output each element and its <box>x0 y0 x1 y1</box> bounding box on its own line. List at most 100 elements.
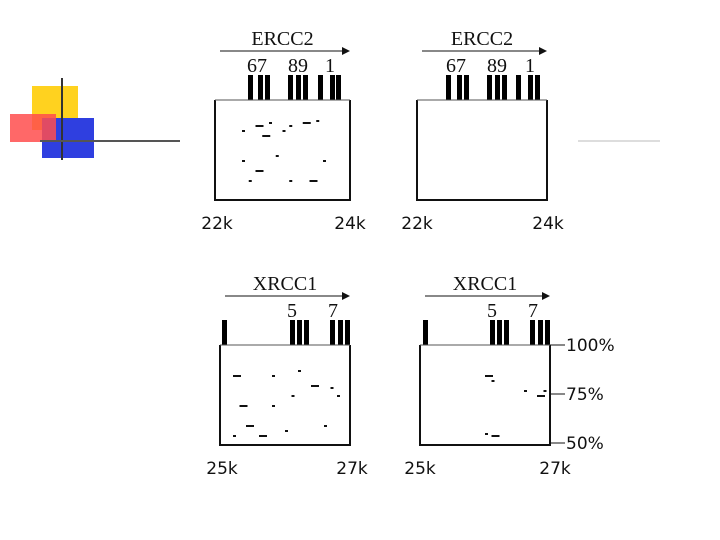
exon-label: 7 <box>528 300 538 322</box>
pip-dot <box>242 130 245 132</box>
exon-bar <box>338 320 343 345</box>
gene-label: ERCC2 <box>451 28 513 50</box>
pip-dot <box>337 395 340 397</box>
exon-bar <box>303 75 308 100</box>
pip-dot <box>248 180 252 182</box>
pip-dot <box>316 120 320 122</box>
pip-dot <box>262 135 271 137</box>
exon-bar <box>296 75 301 100</box>
exon-bar <box>345 320 350 345</box>
pip-dot <box>491 435 500 437</box>
pip-panel: ERCC2 67 89 1 22k 24k <box>201 28 366 234</box>
pip-dot <box>291 395 295 397</box>
exon-bar <box>528 75 533 100</box>
exon-bar <box>535 75 540 100</box>
panels: ERCC2 67 89 1 22k 24k ERCC2 67 89 1 22k 24k XRCC1 5 7 2… <box>201 28 614 479</box>
exon-bar <box>258 75 263 100</box>
exon-bar <box>222 320 227 345</box>
exon-bar <box>446 75 451 100</box>
pip-dot <box>543 390 547 392</box>
x-label: 25k <box>206 459 238 479</box>
arrow-head <box>342 47 350 55</box>
pip-dot <box>239 405 248 407</box>
pip-dot <box>242 160 245 162</box>
exon-bar <box>248 75 253 100</box>
pip-dot <box>330 387 334 389</box>
y-label: 75% <box>566 385 604 405</box>
pip-dot <box>524 390 527 392</box>
y-label: 100% <box>566 336 615 356</box>
pip-dot <box>298 370 301 372</box>
pip-dot <box>311 385 319 387</box>
plot-frame <box>214 100 351 201</box>
pip-dot <box>275 155 279 157</box>
exon-bar <box>423 320 428 345</box>
exon-label: 5 <box>487 300 497 322</box>
arrow-head <box>539 47 547 55</box>
pip-dot <box>309 180 318 182</box>
plot-frame <box>219 345 351 446</box>
plot-frame <box>419 345 551 446</box>
exon-bar <box>297 320 302 345</box>
exon-label: 1 <box>525 55 535 77</box>
pip-dot <box>233 375 241 377</box>
x-label: 27k <box>539 459 571 479</box>
pip-dot <box>282 130 286 132</box>
pip-dot <box>272 375 275 377</box>
gene-label: XRCC1 <box>253 273 317 295</box>
exon-bar <box>457 75 462 100</box>
exon-bar <box>502 75 507 100</box>
pip-panel: XRCC1 5 7 25k 27k <box>206 273 368 479</box>
pip-dot <box>255 125 264 127</box>
pip-dot <box>491 380 495 382</box>
pip-dot <box>233 435 236 437</box>
plot-frame <box>416 100 548 201</box>
exon-label: 7 <box>328 300 338 322</box>
exon-label: 1 <box>325 55 335 77</box>
exon-bar <box>545 320 550 345</box>
pip-dot <box>323 160 326 162</box>
arrow-head <box>542 292 550 300</box>
exon-bar <box>265 75 270 100</box>
exon-bar <box>487 75 492 100</box>
exon-label: 67 <box>446 55 466 77</box>
pip-dot <box>289 180 293 182</box>
exon-bar <box>538 320 543 345</box>
pip-dot <box>485 433 488 435</box>
exon-bar <box>336 75 341 100</box>
exon-bar <box>304 320 309 345</box>
exon-bar <box>495 75 500 100</box>
x-label: 22k <box>401 214 433 234</box>
pip-panel: ERCC2 67 89 1 22k 24k <box>401 28 564 234</box>
pip-panel: XRCC1 5 7 25k 27k <box>404 273 571 479</box>
pip-dot <box>255 170 264 172</box>
slide-logo <box>10 78 660 160</box>
pip-dot <box>289 125 293 127</box>
exon-bar <box>290 320 295 345</box>
exon-bar <box>490 320 495 345</box>
pip-dot <box>324 425 327 427</box>
exon-label: 89 <box>487 55 507 77</box>
x-label: 24k <box>532 214 564 234</box>
x-label: 27k <box>336 459 368 479</box>
exon-bar <box>330 75 335 100</box>
gene-label: XRCC1 <box>453 273 517 295</box>
exon-bar <box>318 75 323 100</box>
exon-bar <box>330 320 335 345</box>
exon-label: 67 <box>247 55 267 77</box>
exon-bar <box>516 75 521 100</box>
exon-label: 89 <box>288 55 308 77</box>
exon-label: 5 <box>287 300 297 322</box>
y-label: 50% <box>566 434 604 454</box>
pip-dot <box>259 435 267 437</box>
pip-dot <box>485 375 493 377</box>
pip-dot <box>285 430 288 432</box>
pip-dot <box>302 122 311 124</box>
exon-bar <box>530 320 535 345</box>
gene-label: ERCC2 <box>251 28 313 50</box>
exon-bar <box>464 75 469 100</box>
exon-bar <box>504 320 509 345</box>
x-label: 25k <box>404 459 436 479</box>
arrow-head <box>342 292 350 300</box>
